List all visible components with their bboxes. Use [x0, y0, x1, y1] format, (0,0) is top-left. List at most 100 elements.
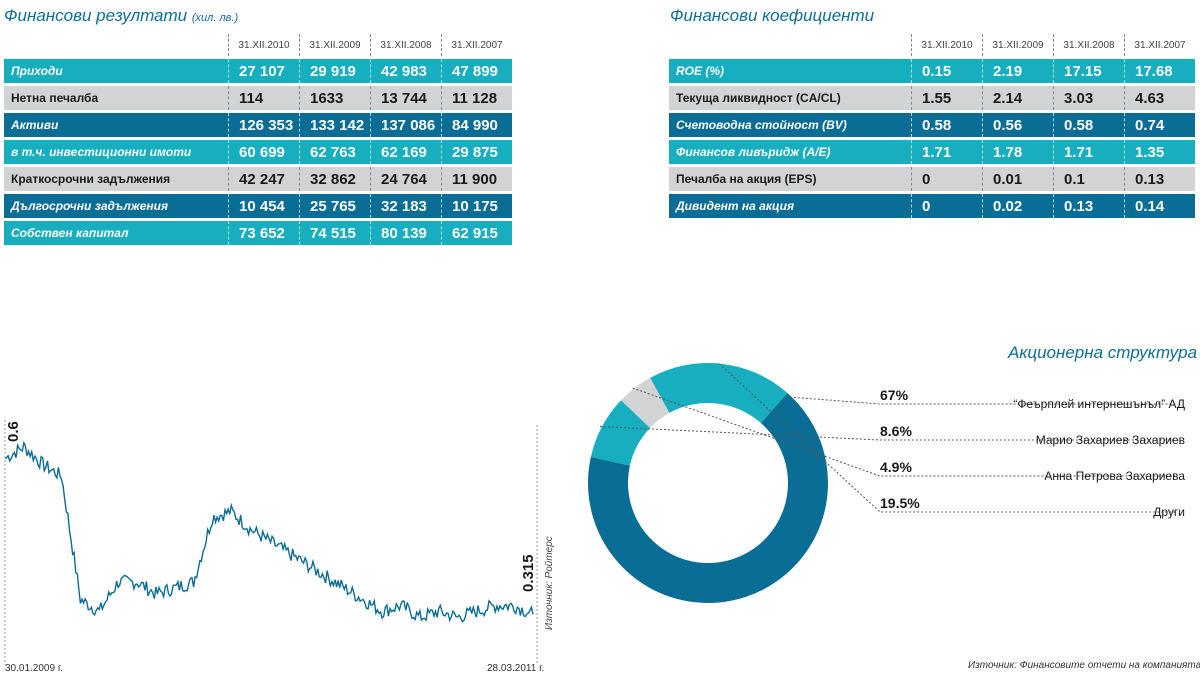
column-header: 31.XII.2007: [1124, 34, 1195, 56]
shareholder-name: Марио Захариев Захариев: [1036, 433, 1185, 447]
slice-percent-label: 4.9%: [880, 459, 912, 475]
cell-value: 0: [911, 167, 982, 191]
cell-value: 17.68: [1124, 59, 1195, 83]
financial-ratios-title-text: Финансови коефициенти: [670, 6, 875, 25]
row-label: в т.ч. инвестиционни имоти: [4, 140, 228, 164]
cell-value: 0.01: [982, 167, 1053, 191]
table-header-blank: [669, 34, 911, 56]
cell-value: 0.14: [1124, 194, 1195, 218]
cell-value: 13 744: [370, 86, 441, 110]
table-row: в т.ч. инвестиционни имоти 60 699 62 763 62…: [4, 140, 512, 164]
row-label: Собствен капитал: [4, 221, 228, 245]
callout-line: [718, 363, 1175, 513]
cell-value: 133 142: [299, 113, 370, 137]
column-header: 31.XII.2009: [982, 34, 1053, 56]
cell-value: 11 900: [441, 167, 512, 191]
share-price-line: [4, 440, 534, 623]
cell-value: 80 139: [370, 221, 441, 245]
x-end-label: 28.03.2011 г.: [487, 663, 544, 674]
max-value-label: 0.6: [5, 421, 22, 442]
cell-value: 10 454: [228, 194, 299, 218]
table-row: Финансов ливъридж (A/E) 1.71 1.78 1.71 1.35: [669, 140, 1195, 164]
cell-value: 42 247: [228, 167, 299, 191]
row-label: Дългосрочни задължения: [4, 194, 228, 218]
cell-value: 0.1: [1053, 167, 1124, 191]
share-price-chart: 0.6 0.315 Източник: Ройтерс 30.01.2009 г…: [4, 420, 555, 674]
cell-value: 114: [228, 86, 299, 110]
last-value-label: 0.315: [520, 554, 537, 592]
row-label: Печалба на акция (EPS): [669, 167, 911, 191]
column-header: 31.XII.2007: [441, 34, 512, 56]
row-label: Приходи: [4, 59, 228, 83]
table-header-row: 31.XII.2010 31.XII.2009 31.XII.2008 31.XII.…: [669, 34, 1195, 56]
cell-value: 42 983: [370, 59, 441, 83]
table-header-blank: [4, 34, 228, 56]
table-row: Дългосрочни задължения 10 454 25 765 32 183…: [4, 194, 512, 218]
table-row: Печалба на акция (EPS) 0 0.01 0.1 0.13: [669, 167, 1195, 191]
table-row: Счетоводна стойност (BV) 0.58 0.56 0.58 0.74: [669, 113, 1195, 137]
shareholder-name: “Феърплей интернешънъл” АД: [1013, 397, 1185, 411]
cell-value: 126 353: [228, 113, 299, 137]
chart-source: Източник: Ройтерс: [544, 536, 555, 630]
cell-value: 1633: [299, 86, 370, 110]
table-row: ROE (%) 0.15 2.19 17.15 17.68: [669, 59, 1195, 83]
company-source: Източник: Финансовите отчети на компания…: [968, 660, 1200, 671]
cell-value: 3.03: [1053, 86, 1124, 110]
shareholder-name: Анна Петрова Захариева: [1044, 469, 1185, 483]
x-start-label: 30.01.2009 г.: [5, 663, 63, 674]
cell-value: 17.15: [1053, 59, 1124, 83]
cell-value: 0.58: [911, 113, 982, 137]
cell-value: 74 515: [299, 221, 370, 245]
cell-value: 47 899: [441, 59, 512, 83]
row-label: Финансов ливъридж (A/E): [669, 140, 911, 164]
cell-value: 1.71: [911, 140, 982, 164]
cell-value: 62 763: [299, 140, 370, 164]
cell-value: 29 919: [299, 59, 370, 83]
cell-value: 0.56: [982, 113, 1053, 137]
cell-value: 4.63: [1124, 86, 1195, 110]
column-header: 31.XII.2008: [1053, 34, 1124, 56]
table-row: Приходи 27 107 29 919 42 983 47 899: [4, 59, 512, 83]
cell-value: 0.15: [911, 59, 982, 83]
column-header: 31.XII.2009: [299, 34, 370, 56]
donut-slice: [621, 377, 670, 428]
row-label: ROE (%): [669, 59, 911, 83]
cell-value: 24 764: [370, 167, 441, 191]
cell-value: 1.35: [1124, 140, 1195, 164]
financial-ratios-table: 31.XII.2010 31.XII.2009 31.XII.2008 31.XII.…: [669, 31, 1195, 221]
row-label: Нетна печалба: [4, 86, 228, 110]
table-row: Краткосрочни задължения 42 247 32 862 24 76…: [4, 167, 512, 191]
cell-value: 32 862: [299, 167, 370, 191]
cell-value: 1.71: [1053, 140, 1124, 164]
row-label: Дивидент на акция: [669, 194, 911, 218]
table-row: Нетна печалба 114 1633 13 744 11 128: [4, 86, 512, 110]
row-label: Краткосрочни задължения: [4, 167, 228, 191]
cell-value: 62 915: [441, 221, 512, 245]
table-header-row: 31.XII.2010 31.XII.2009 31.XII.2008 31.XII.…: [4, 34, 512, 56]
donut-callouts: 67% “Феърплей интернешънъл” АД 8.6% Марио З…: [600, 363, 1185, 519]
column-header: 31.XII.2008: [370, 34, 441, 56]
cell-value: 0.13: [1053, 194, 1124, 218]
cell-value: 1.78: [982, 140, 1053, 164]
cell-value: 29 875: [441, 140, 512, 164]
cell-value: 2.19: [982, 59, 1053, 83]
row-label: Текуща ликвидност (CA/CL): [669, 86, 911, 110]
donut-slice: [590, 400, 651, 466]
column-header: 31.XII.2010: [911, 34, 982, 56]
callout-line: [600, 426, 1175, 441]
cell-value: 60 699: [228, 140, 299, 164]
table-row: Активи 126 353 133 142 137 086 84 990: [4, 113, 512, 137]
cell-value: 73 652: [228, 221, 299, 245]
financial-ratios-title: Финансови коефициенти: [670, 6, 874, 26]
shareholder-donut-chart: 67% “Феърплей интернешънъл” АД 8.6% Марио З…: [588, 363, 1185, 603]
cell-value: 0.13: [1124, 167, 1195, 191]
slice-percent-label: 67%: [880, 387, 909, 403]
table-row: Текуща ликвидност (CA/CL) 1.55 2.14 3.03 4.6…: [669, 86, 1195, 110]
cell-value: 84 990: [441, 113, 512, 137]
column-header: 31.XII.2010: [228, 34, 299, 56]
cell-value: 62 169: [370, 140, 441, 164]
donut-slice: [588, 392, 828, 603]
cell-value: 25 765: [299, 194, 370, 218]
cell-value: 0.02: [982, 194, 1053, 218]
cell-value: 10 175: [441, 194, 512, 218]
